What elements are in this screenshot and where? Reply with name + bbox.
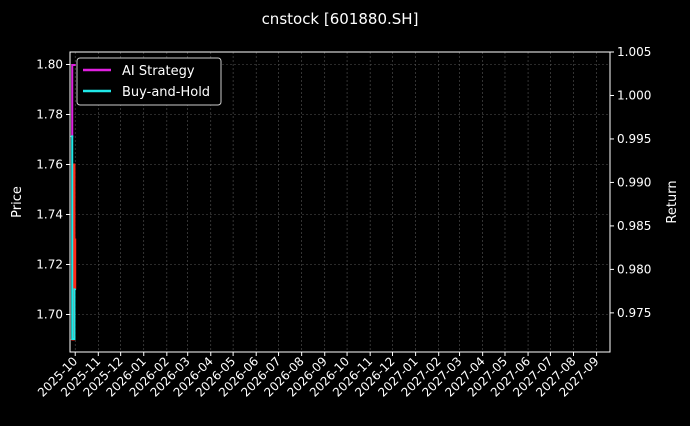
- data-point-price: [73, 238, 76, 241]
- y-tick-label: 1.70: [36, 308, 63, 322]
- data-point-buy-and-hold: [74, 288, 77, 291]
- y-axis-right: 0.975 0.980 0.985 0.990 0.995 1.000 1.005: [610, 45, 651, 320]
- data-point-buy-and-hold: [70, 135, 73, 138]
- legend-label-buy-and-hold: Buy-and-Hold: [122, 85, 210, 100]
- y2-tick-label: 0.975: [617, 306, 651, 320]
- y2-tick-label: 0.985: [617, 219, 651, 233]
- legend-label-ai-strategy: AI Strategy: [122, 64, 195, 79]
- data-point-price: [72, 163, 75, 166]
- y2-axis-label: Return: [665, 180, 680, 223]
- y-axis-label: Price: [10, 186, 25, 218]
- y-tick-label: 1.74: [36, 208, 63, 222]
- y2-tick-label: 1.000: [617, 88, 651, 102]
- series-line-ai-strategy: [71, 64, 76, 138]
- y-tick-label: 1.78: [36, 108, 63, 122]
- plot-frame: [69, 51, 611, 353]
- y-tick-label: 1.76: [36, 158, 63, 172]
- y-tick-label: 1.80: [36, 58, 63, 72]
- data-point-buy-and-hold: [71, 338, 74, 340]
- legend: AI Strategy Buy-and-Hold: [76, 57, 222, 106]
- y2-tick-label: 0.990: [617, 175, 651, 189]
- x-axis: 2025-102025-112025-122026-012026-022026-…: [35, 352, 602, 400]
- y2-tick-label: 0.980: [617, 262, 651, 276]
- y2-tick-label: 0.995: [617, 132, 651, 146]
- series-lines: [70, 64, 77, 341]
- y-tick-label: 1.72: [36, 258, 63, 272]
- data-point-ai-strategy: [71, 64, 74, 66]
- y-axis-left: 1.70 1.72 1.74 1.76 1.78 1.80: [36, 58, 70, 322]
- y2-tick-label: 1.005: [617, 45, 651, 59]
- data-point-ai-strategy: [74, 64, 77, 66]
- chart-title: cnstock [601880.SH]: [262, 10, 419, 28]
